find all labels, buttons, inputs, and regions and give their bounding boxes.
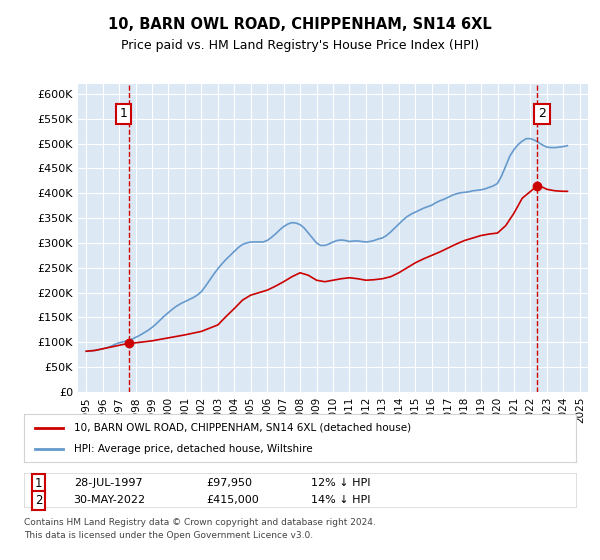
Text: Price paid vs. HM Land Registry's House Price Index (HPI): Price paid vs. HM Land Registry's House … (121, 39, 479, 52)
Text: 10, BARN OWL ROAD, CHIPPENHAM, SN14 6XL: 10, BARN OWL ROAD, CHIPPENHAM, SN14 6XL (108, 17, 492, 32)
Text: 14% ↓ HPI: 14% ↓ HPI (311, 495, 371, 505)
Text: 10, BARN OWL ROAD, CHIPPENHAM, SN14 6XL (detached house): 10, BARN OWL ROAD, CHIPPENHAM, SN14 6XL … (74, 423, 411, 433)
Text: 2: 2 (35, 493, 43, 507)
Text: 1: 1 (35, 477, 43, 490)
Text: 2: 2 (538, 108, 546, 120)
Text: HPI: Average price, detached house, Wiltshire: HPI: Average price, detached house, Wilt… (74, 444, 313, 454)
Text: Contains HM Land Registry data © Crown copyright and database right 2024.: Contains HM Land Registry data © Crown c… (24, 518, 376, 527)
Text: 28-JUL-1997: 28-JUL-1997 (74, 478, 142, 488)
Text: 12% ↓ HPI: 12% ↓ HPI (311, 478, 371, 488)
Text: 1: 1 (119, 108, 128, 120)
Text: This data is licensed under the Open Government Licence v3.0.: This data is licensed under the Open Gov… (24, 531, 313, 540)
Text: 30-MAY-2022: 30-MAY-2022 (74, 495, 146, 505)
Text: £415,000: £415,000 (206, 495, 259, 505)
Text: £97,950: £97,950 (206, 478, 252, 488)
